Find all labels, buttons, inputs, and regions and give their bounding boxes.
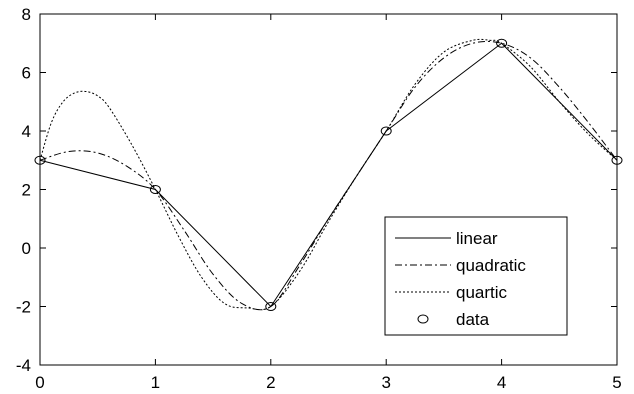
legend-label-data: data <box>456 310 490 329</box>
plot-frame <box>39 13 618 366</box>
legend-marker-data <box>417 314 429 324</box>
y-tick-label: -2 <box>16 298 31 317</box>
legend: linear quadratic quartic data <box>384 216 568 336</box>
series-lines <box>39 38 618 311</box>
y-tick-label: -4 <box>16 356 31 375</box>
x-tick-label: 4 <box>497 373 506 392</box>
data-point-data <box>265 302 277 311</box>
x-tick-label: 0 <box>35 373 44 392</box>
legend-box <box>384 216 568 336</box>
y-tick-label: 0 <box>22 239 31 258</box>
x-tick-label: 5 <box>612 373 621 392</box>
legend-label-linear: linear <box>456 229 498 248</box>
data-point-data <box>380 126 392 136</box>
x-tick-label: 2 <box>266 373 275 392</box>
data-point-data <box>149 185 161 194</box>
y-tick-label: 4 <box>22 122 31 141</box>
y-tick-label: 8 <box>22 5 31 24</box>
series-line-quartic <box>39 38 618 311</box>
y-tick-label: 2 <box>22 181 31 200</box>
series-line-quadratic <box>39 40 618 311</box>
x-tick-label: 3 <box>381 373 390 392</box>
y-tick-label: 6 <box>22 64 31 83</box>
legend-items: linear quadratic quartic data <box>395 229 526 329</box>
legend-label-quartic: quartic <box>456 283 508 302</box>
legend-label-quadratic: quadratic <box>456 256 526 275</box>
data-point-data <box>496 38 508 48</box>
tick-labels: 0 1 2 3 4 5 -4 -2 0 2 4 6 8 <box>16 5 622 392</box>
x-tick-label: 1 <box>151 373 160 392</box>
